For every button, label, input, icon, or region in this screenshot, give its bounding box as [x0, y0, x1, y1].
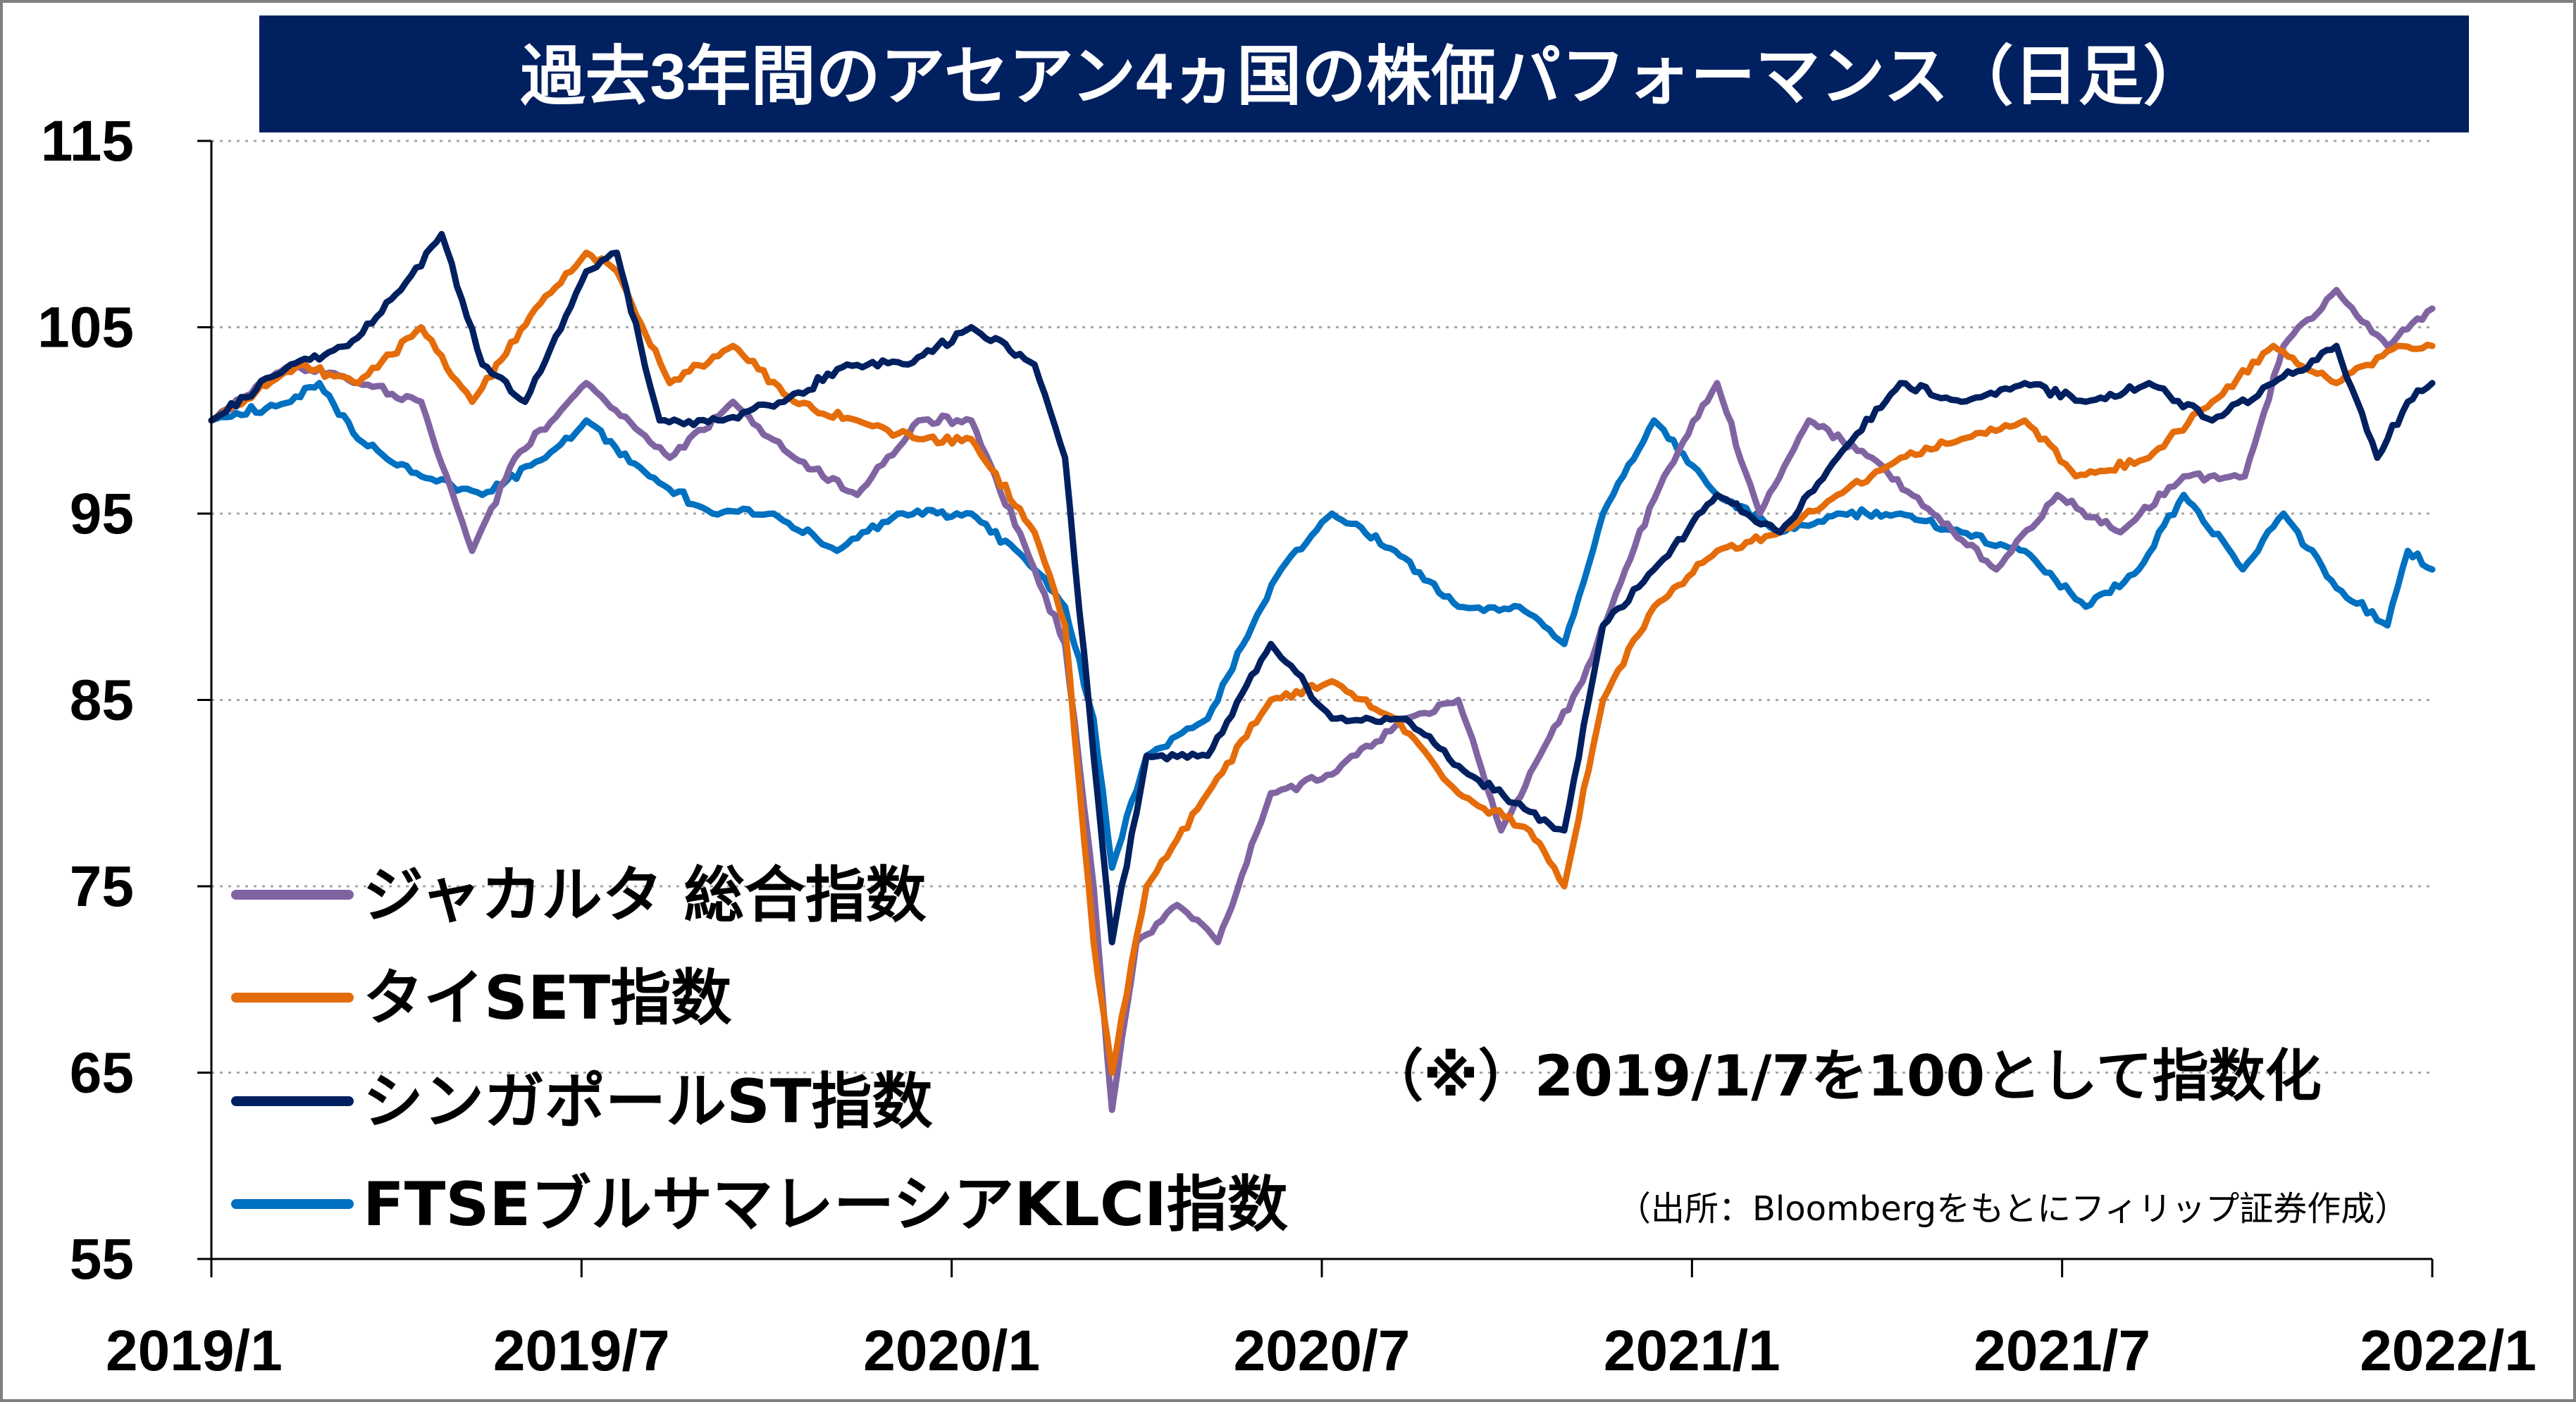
y-tick-label: 65 [70, 1041, 134, 1105]
x-tick-label: 2020/1 [863, 1319, 1040, 1383]
series-layer [208, 230, 2436, 1113]
legend-label: タイSET指数 [363, 963, 731, 1034]
x-tick-label: 2021/1 [1604, 1319, 1781, 1383]
y-tick-label: 85 [70, 669, 134, 733]
x-tick-label: 2020/7 [1234, 1319, 1411, 1383]
grid-layer [211, 139, 2432, 1074]
chart-title: 過去3年間のアセアン4ヵ国の株価パフォーマンス（日足） [521, 41, 2208, 113]
series-line [208, 230, 2436, 945]
x-tick-label: 2019/7 [493, 1319, 670, 1383]
y-tick-label: 105 [37, 296, 134, 360]
x-tick-label: 2021/7 [1974, 1319, 2150, 1383]
series-line [208, 287, 2436, 1113]
chart-source: （出所：Bloombergをもとにフィリップ証券作成） [1617, 1189, 2408, 1229]
legend-label: シンガポールST指数 [363, 1067, 933, 1137]
legend-label: ジャカルタ 総合指数 [363, 860, 927, 931]
chart-annotation: （※）2019/1/7を100として指数化 [1367, 1043, 2322, 1109]
series-line [208, 249, 2436, 1076]
y-tick-label: 55 [70, 1227, 134, 1291]
y-tick-label: 95 [70, 482, 134, 546]
series-line [208, 380, 2436, 871]
axis-layer: 115 105 95 85 75 65 55 2019/1 2019/7 2020/1 2020/7… [37, 109, 2537, 1383]
x-tick-label: 2019/1 [106, 1319, 283, 1383]
chart-title-band [259, 15, 2469, 132]
legend-label: FTSEブルサマレーシアKLCI指数 [363, 1170, 1288, 1240]
y-tick-label: 115 [41, 109, 134, 173]
x-tick-label: 2022/1 [2360, 1319, 2537, 1383]
y-tick-label: 75 [70, 855, 134, 919]
